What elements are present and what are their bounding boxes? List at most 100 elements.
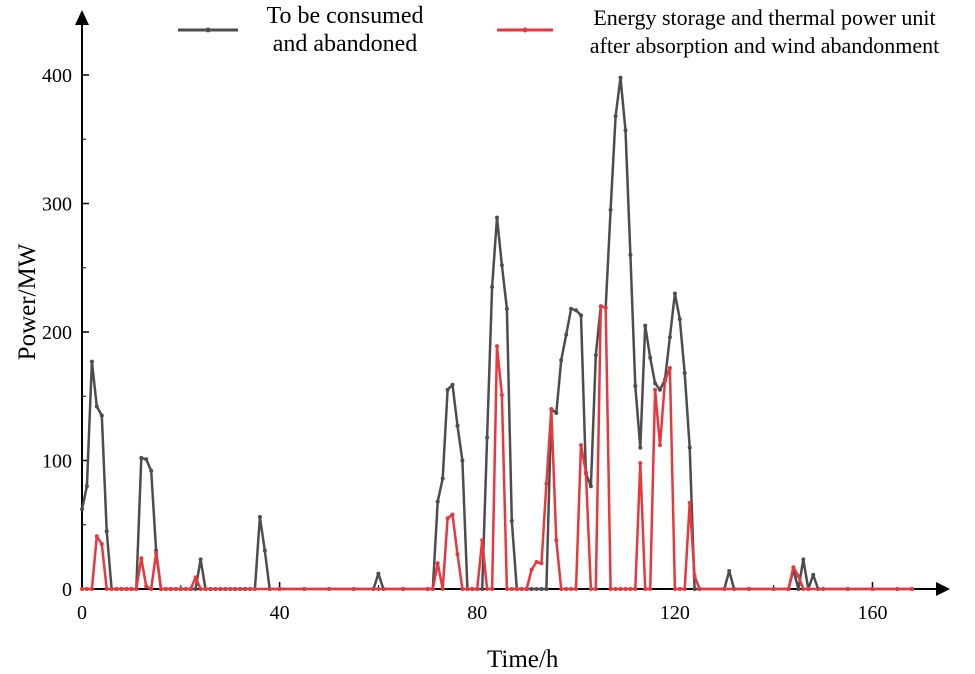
series-2-point bbox=[173, 587, 178, 591]
series-2-point bbox=[598, 304, 603, 309]
series-1-point bbox=[534, 587, 539, 591]
series-2-point bbox=[134, 587, 139, 591]
x-tick-label: 120 bbox=[660, 602, 690, 624]
series-2-point bbox=[114, 587, 119, 591]
y-tick-label: 300 bbox=[42, 194, 72, 216]
series-1-point bbox=[485, 435, 490, 440]
series-1-point bbox=[638, 445, 643, 450]
series-2-point bbox=[747, 587, 751, 591]
series-1-point bbox=[559, 358, 564, 363]
legend-swatch-series-2 bbox=[497, 27, 553, 33]
series-2-point bbox=[455, 552, 460, 557]
series-2-point bbox=[277, 587, 282, 591]
series-2-point bbox=[154, 551, 159, 555]
series-2-point bbox=[628, 587, 633, 591]
series-2-point bbox=[84, 587, 89, 591]
y-tick-label: 200 bbox=[42, 322, 72, 344]
series-2-point bbox=[104, 587, 109, 591]
series-1-point bbox=[539, 587, 544, 591]
series-2-point bbox=[159, 587, 163, 591]
series-2-point bbox=[425, 587, 430, 591]
series-2-point bbox=[697, 587, 702, 591]
series-1-point bbox=[588, 484, 593, 489]
y-axis-title: Power/MW bbox=[14, 243, 41, 361]
series-2-point bbox=[574, 587, 578, 591]
series-2-point bbox=[198, 587, 203, 591]
series-1-point bbox=[435, 499, 440, 504]
series-1-point bbox=[554, 411, 559, 415]
series-2-point bbox=[99, 542, 104, 546]
series-2-point bbox=[168, 587, 173, 591]
series-1-point bbox=[544, 587, 549, 591]
series-1-point bbox=[376, 571, 381, 576]
series-2-point bbox=[895, 587, 900, 591]
series-1-point bbox=[579, 313, 583, 318]
series-1-point bbox=[628, 252, 633, 257]
series-2-point bbox=[672, 587, 677, 591]
series-2-point bbox=[653, 387, 658, 392]
series-1-point bbox=[618, 75, 623, 80]
series-2-point bbox=[722, 587, 727, 591]
series-2-line bbox=[82, 305, 912, 591]
series-1-point bbox=[504, 306, 509, 311]
series-2-point bbox=[302, 587, 307, 591]
series-2-point bbox=[94, 534, 99, 539]
series-2-point bbox=[193, 575, 198, 580]
series-2-point bbox=[89, 587, 94, 591]
axes: 0 40 80 120 160 0 100 200 300 400 bbox=[42, 10, 950, 624]
y-tick-label: 0 bbox=[62, 579, 72, 601]
series-2-point bbox=[910, 587, 914, 591]
series-2-point bbox=[608, 587, 613, 591]
series-2-point bbox=[544, 481, 549, 486]
series-2-point bbox=[658, 443, 662, 448]
series-2-point bbox=[203, 587, 208, 591]
series-1-point bbox=[648, 355, 653, 360]
series-1-point bbox=[801, 557, 806, 562]
series-1-point bbox=[84, 484, 89, 489]
series-1-point bbox=[643, 323, 648, 328]
series-1-point bbox=[262, 548, 267, 553]
series-2-point bbox=[554, 538, 559, 543]
series-2-point bbox=[583, 470, 588, 475]
series-1-point bbox=[89, 359, 94, 364]
series-2-point bbox=[687, 500, 692, 505]
x-tick-label: 160 bbox=[857, 602, 887, 624]
legend-label-series-1-line-2: and abandoned bbox=[272, 31, 418, 57]
series-1-point bbox=[613, 114, 618, 119]
series-1-point bbox=[445, 387, 450, 392]
series-2-point bbox=[569, 587, 574, 591]
series-2-point bbox=[475, 587, 480, 591]
y-tick-label: 400 bbox=[42, 65, 72, 87]
series-2-point bbox=[539, 561, 544, 566]
series-1-point bbox=[139, 455, 144, 460]
series-2-point bbox=[164, 587, 168, 591]
series-1-point bbox=[499, 263, 504, 268]
series-1-point bbox=[450, 382, 455, 387]
series-1-point bbox=[495, 215, 499, 220]
series-2-point bbox=[870, 587, 875, 591]
series-2-point bbox=[351, 587, 356, 591]
series-1-point bbox=[480, 587, 485, 591]
series-2-point bbox=[327, 587, 331, 591]
series-2-point bbox=[821, 587, 826, 591]
series-1-point bbox=[677, 317, 682, 322]
series-2-point bbox=[806, 587, 811, 591]
series-1-point bbox=[667, 335, 672, 340]
series-1-point bbox=[193, 587, 198, 591]
series-2-point bbox=[633, 587, 638, 591]
series-1-point bbox=[608, 207, 613, 212]
series-1-point bbox=[564, 332, 569, 337]
series-1-point bbox=[687, 445, 692, 450]
x-axis-title: Time/h bbox=[487, 646, 559, 673]
series-1-point bbox=[633, 384, 638, 388]
series-1-point bbox=[509, 518, 514, 523]
series-1-point bbox=[574, 308, 578, 313]
series-2-point bbox=[188, 587, 193, 591]
legend-swatch-series-1 bbox=[178, 27, 238, 33]
series-1-point bbox=[672, 291, 677, 296]
series-1-point bbox=[94, 404, 99, 409]
series-2-point bbox=[376, 587, 381, 591]
series-2-point bbox=[564, 587, 569, 591]
series-1-point bbox=[455, 423, 460, 428]
series-1-point bbox=[198, 557, 203, 562]
